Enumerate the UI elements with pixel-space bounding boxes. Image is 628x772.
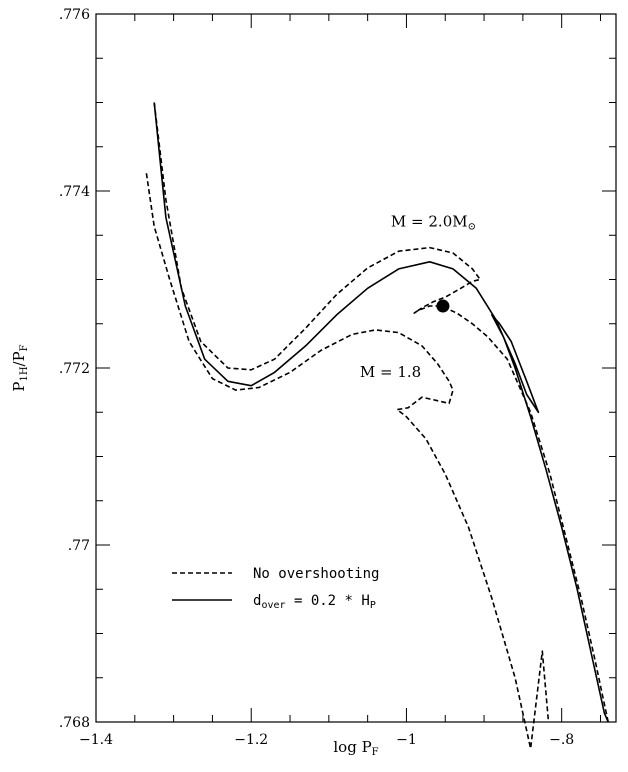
legend-label-part: over <box>261 600 285 611</box>
sun-symbol: ⊙ <box>468 221 476 232</box>
y-axis-label-part: /P <box>10 351 28 366</box>
x-tick-label: −1.2 <box>234 732 268 748</box>
solid-series-line <box>153 102 609 723</box>
dashed-series-line <box>145 173 550 750</box>
series-lines <box>145 102 609 750</box>
y-axis-label: P1H/PF <box>10 344 30 391</box>
y-axis-label-part: 1H <box>19 366 30 381</box>
annotations: M = 2.0M⊙ M = 1.8 <box>360 212 476 380</box>
y-tick-label: .768 <box>59 715 90 731</box>
mass-annotation: M = 1.8 <box>360 363 421 381</box>
x-tick-label: −1.4 <box>79 732 113 748</box>
x-axis-label-sub: F <box>372 747 379 758</box>
mass-annotation: M = 2.0M⊙ <box>391 212 476 232</box>
legend-label-part: d <box>253 593 261 609</box>
y-tick-label: .77 <box>68 538 90 554</box>
model-point-marker <box>436 299 450 313</box>
x-tick-label: −.8 <box>549 732 574 748</box>
legend-label-part: P <box>370 600 376 611</box>
legend-label-part: = 0.2 * H <box>286 593 370 609</box>
legend-label-dashed: No overshooting <box>253 566 379 582</box>
legend-label-solid: dover = 0.2 * HP <box>253 593 376 611</box>
x-axis-label: log PF <box>333 738 378 758</box>
y-axis-label-part: P <box>10 382 28 392</box>
y-tick-label: .776 <box>59 7 90 23</box>
dashed-series-line <box>153 102 609 723</box>
y-tick-label: .774 <box>59 184 90 200</box>
legend: No overshooting dover = 0.2 * HP <box>172 566 379 611</box>
y-tick-label: .772 <box>59 361 90 377</box>
y-axis-label-part: F <box>19 344 30 351</box>
x-tick-label: −1 <box>396 732 417 748</box>
axis-ticks: −1.4 −1.2 −1 −.8 .768 .77 .772 .774 .776 <box>59 7 616 748</box>
